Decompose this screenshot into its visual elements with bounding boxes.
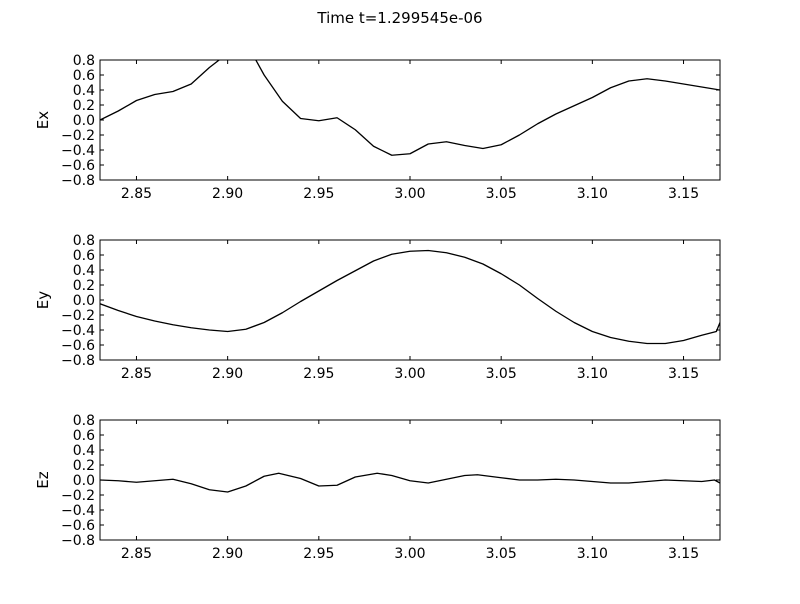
x-tick-label: 3.15 [668,186,699,202]
y-axis-label: Ez [34,471,52,488]
x-tick-label: 2.90 [212,366,243,382]
y-tick-label: 0.0 [73,113,95,129]
y-tick-label: 0.8 [73,413,95,429]
x-tick-label: 2.85 [121,546,152,562]
y-tick-label: 0.0 [73,293,95,309]
y-tick-label: 0.2 [73,98,95,114]
y-tick-label: 0.8 [73,53,95,69]
x-tick-label: 3.00 [394,186,425,202]
subplot-ey: 2.85 2.90 2.95 3.00 3.05 3.10 3.15 0.80.60.40.2… [34,233,721,382]
y-tick-label: −0.4 [61,143,95,159]
y-axis-label: Ey [34,291,52,309]
axes-frame [99,239,721,361]
x-tick-label: 2.95 [303,366,334,382]
x-tick-label: 2.90 [212,546,243,562]
axes-frame [99,419,721,541]
x-tick-label: 3.00 [394,366,425,382]
x-tick-label: 2.95 [303,546,334,562]
figure-title: Time t=1.299545e-06 [317,9,483,27]
y-tick-label: −0.2 [61,308,95,324]
x-tick-label: 3.15 [668,366,699,382]
y-tick-label: 0.4 [73,83,95,99]
y-tick-label: 0.8 [73,233,95,249]
x-tick-label: 3.10 [577,186,608,202]
series-line-ex [100,60,720,156]
series-line-ey [100,249,720,345]
y-tick-label: −0.8 [61,533,95,549]
y-tick-label: 0.4 [73,263,95,279]
y-tick-label: −0.8 [61,353,95,369]
x-tick-label: 3.15 [668,546,699,562]
x-tick-label: 3.00 [394,546,425,562]
subplot-ez: 2.85 2.90 2.95 3.00 3.05 3.10 3.15 0.80.60.40.2… [34,413,721,562]
y-tick-label: −0.8 [61,173,95,189]
y-tick-label: −0.6 [61,158,95,174]
y-tick-label: 0.0 [73,473,95,489]
x-tick-label: 2.95 [303,186,334,202]
y-tick-label: 0.2 [73,458,95,474]
y-tick-label: −0.4 [61,503,95,519]
y-tick-label: 0.6 [73,248,95,264]
x-tick-label: 3.05 [486,546,517,562]
x-tick-label: 3.05 [486,186,517,202]
axes-frame [99,59,721,181]
y-tick-label: −0.2 [61,128,95,144]
x-tick-label: 2.85 [121,366,152,382]
y-tick-label: −0.4 [61,323,95,339]
x-tick-label: 3.10 [577,546,608,562]
x-tick-label: 2.85 [121,186,152,202]
y-tick-label: 0.2 [73,278,95,294]
y-tick-label: 0.6 [73,68,95,84]
x-tick-label: 3.05 [486,366,517,382]
y-tick-label: 0.4 [73,443,95,459]
y-tick-label: −0.6 [61,518,95,534]
y-tick-label: −0.2 [61,488,95,504]
x-tick-label: 3.10 [577,366,608,382]
y-tick-label: −0.6 [61,338,95,354]
subplot-ex: 2.85 2.90 2.95 3.00 3.05 3.10 3.15 0.80.60.40.2… [34,53,721,202]
y-axis-label: Ex [34,111,52,129]
x-tick-label: 2.90 [212,186,243,202]
y-tick-label: 0.6 [73,428,95,444]
series-line-ez [100,472,720,493]
